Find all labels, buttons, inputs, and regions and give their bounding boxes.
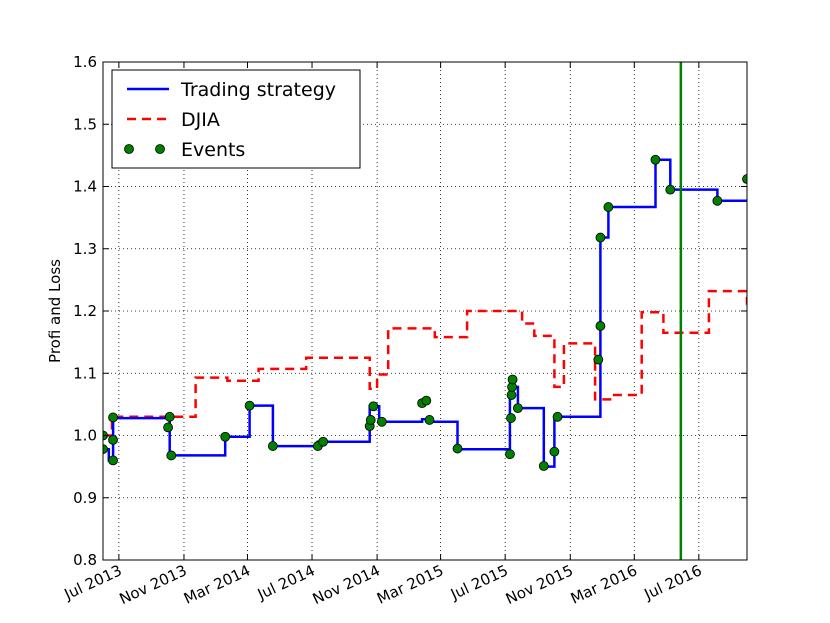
event-marker (267, 441, 278, 451)
x-tick-label: Nov 2014 (310, 561, 383, 608)
legend-label-trading-strategy: Trading strategy (180, 79, 336, 101)
legend-label-djia: DJIA (181, 109, 220, 131)
event-marker (452, 443, 463, 454)
y-tick-label: 1.5 (73, 115, 97, 133)
x-tick-label: Nov 2015 (503, 561, 576, 608)
event-marker (163, 422, 173, 433)
event-marker (742, 174, 747, 184)
x-tick-label: Mar 2016 (568, 561, 640, 607)
event-marker (318, 436, 329, 447)
event-marker (595, 321, 606, 331)
event-marker (376, 416, 387, 427)
event-marker (108, 434, 118, 445)
y-tick-label: 1.2 (73, 302, 97, 320)
event-marker (108, 455, 118, 466)
event-marker (421, 395, 432, 406)
event-marker (424, 415, 435, 425)
legend-label-events: Events (181, 139, 245, 161)
y-tick-label: 1.0 (73, 427, 97, 445)
event-marker (244, 400, 255, 411)
x-tick-label: Jul 2016 (641, 561, 705, 604)
event-marker (103, 444, 108, 455)
legend-marker (155, 144, 165, 154)
event-marker (506, 413, 516, 423)
legend-swatch-events (124, 144, 165, 154)
event-marker (603, 202, 614, 212)
plot-area (103, 62, 747, 560)
x-tick-label: Jul 2015 (447, 561, 511, 604)
event-marker (505, 449, 515, 460)
y-tick-label: 0.9 (73, 489, 97, 507)
y-axis-label: Profi and Loss (46, 259, 64, 363)
event-marker (108, 412, 118, 423)
event-marker (650, 154, 661, 165)
y-tick-label: 1.6 (73, 53, 97, 71)
event-marker (712, 195, 723, 206)
event-marker (512, 403, 523, 414)
grid (103, 61, 747, 561)
event-marker (365, 415, 376, 425)
event-marker (164, 411, 175, 422)
series-line-djia (103, 289, 747, 437)
event-marker (166, 450, 177, 461)
x-tick-label: Mar 2014 (181, 561, 253, 607)
x-tick-label: Nov 2013 (117, 561, 190, 608)
y-tick-label: 1.3 (73, 240, 97, 258)
legend: Trading strategy DJIA Events (111, 69, 361, 169)
y-tick-label: 1.4 (73, 178, 97, 196)
x-tick-label: Jul 2014 (254, 561, 318, 604)
event-marker (220, 431, 231, 442)
event-marker (593, 354, 604, 365)
y-tick-label: 1.1 (73, 364, 97, 382)
event-marker (506, 390, 517, 400)
event-marker (538, 461, 549, 471)
event-marker (595, 232, 606, 243)
event-marker (665, 184, 676, 195)
x-tick-label: Mar 2015 (374, 561, 446, 607)
event-marker (507, 374, 518, 385)
event-marker (549, 446, 560, 457)
legend-box (111, 69, 361, 169)
event-marker (552, 411, 563, 422)
legend-marker (124, 144, 134, 154)
y-tick-label: 0.8 (73, 551, 97, 569)
event-marker (368, 401, 379, 412)
